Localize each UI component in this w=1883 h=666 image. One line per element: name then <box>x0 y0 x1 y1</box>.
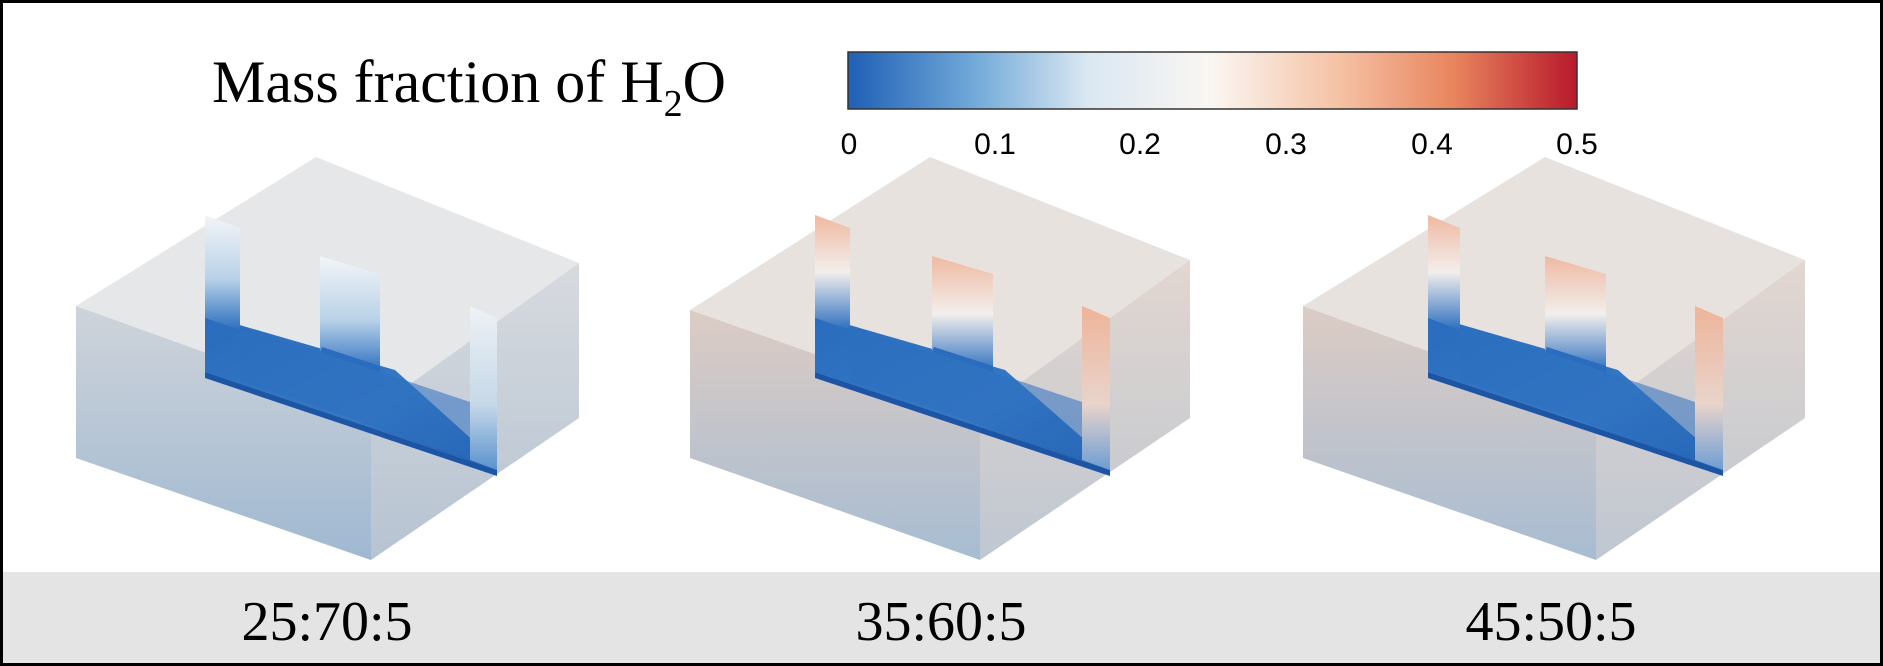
inlet-wall <box>815 215 850 330</box>
middle-rib-top <box>932 347 993 372</box>
colorbar-tick: 0.1 <box>974 128 1016 161</box>
block-front-face <box>76 306 371 560</box>
colorbar-tick: 0.4 <box>1411 128 1453 161</box>
inlet-wall <box>1428 215 1460 330</box>
middle-rib-top <box>320 347 380 372</box>
panel-label: 45:50:5 <box>1465 591 1636 653</box>
channel-strip <box>1428 372 1723 476</box>
middle-rib <box>1545 256 1606 372</box>
outlet-wall <box>470 306 497 470</box>
channel-water-region <box>1460 330 1695 460</box>
legend-title: Mass fraction of H2O <box>212 49 726 125</box>
simulation-block <box>1303 157 1805 560</box>
simulation-block <box>690 157 1190 560</box>
panel-35-60-5: 35:60:5 <box>690 157 1190 653</box>
legend-title-end: O <box>683 49 726 115</box>
legend-title-subscript: 2 <box>664 83 683 125</box>
outlet-wall <box>1082 306 1110 470</box>
middle-rib <box>932 256 993 372</box>
legend-title-main: Mass fraction of H <box>212 49 664 115</box>
block-front-face <box>1303 306 1596 560</box>
colorbar <box>847 51 1578 110</box>
panel-25-70-5: 25:70:5 <box>76 157 579 653</box>
colorbar-tick: 0 <box>841 128 858 161</box>
channel-strip <box>205 372 497 476</box>
channel-water-region <box>850 330 1082 460</box>
colorbar-ticks: 0 0.1 0.2 0.3 0.4 0.5 <box>841 128 1598 161</box>
panel-label: 25:70:5 <box>241 591 412 653</box>
inlet-wall <box>205 215 240 330</box>
middle-rib-top <box>1545 347 1606 372</box>
panel-45-50-5: 45:50:5 <box>1303 157 1805 653</box>
channel-water-region <box>240 330 470 460</box>
middle-rib <box>320 256 380 372</box>
colorbar-tick: 0.2 <box>1119 128 1161 161</box>
panel-label: 35:60:5 <box>855 591 1026 653</box>
outlet-wall <box>1695 306 1723 470</box>
legend: Mass fraction of H2O 0 0.1 0.2 0.3 0.4 0… <box>212 49 1598 161</box>
simulation-block <box>76 157 579 560</box>
channel-strip <box>815 372 1110 476</box>
block-front-face <box>690 310 980 560</box>
colorbar-tick: 0.3 <box>1265 128 1307 161</box>
label-band <box>3 572 1880 663</box>
colorbar-tick: 0.5 <box>1556 128 1598 161</box>
